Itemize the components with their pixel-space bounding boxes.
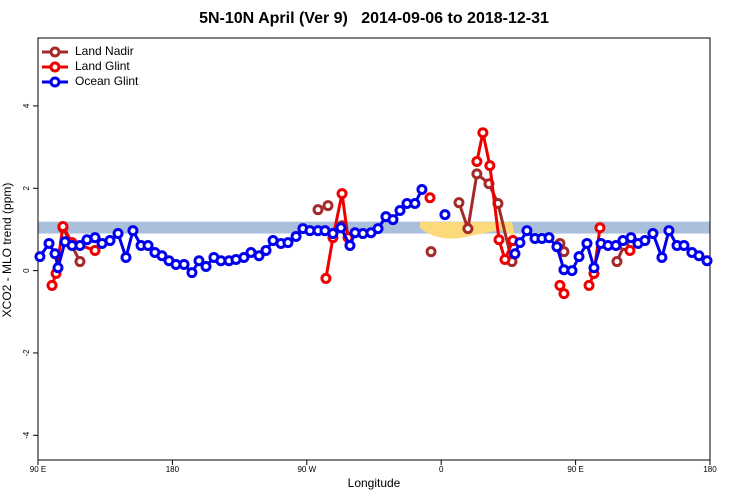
data-point	[521, 225, 533, 237]
data-point	[312, 204, 324, 216]
data-point	[484, 160, 496, 172]
x-axis-label: Longitude	[348, 476, 401, 490]
data-point	[394, 205, 406, 217]
legend-label: Ocean Glint	[75, 74, 139, 88]
data-point	[320, 272, 332, 284]
data-point	[290, 230, 302, 242]
legend-label: Land Nadir	[75, 44, 134, 58]
data-point	[260, 244, 272, 256]
data-point	[156, 250, 168, 262]
data-point	[200, 260, 212, 272]
data-point	[647, 228, 659, 240]
data-point	[49, 248, 61, 260]
data-point	[493, 234, 505, 246]
data-point	[186, 267, 198, 279]
data-point	[471, 168, 483, 180]
data-point	[514, 237, 526, 249]
data-point	[558, 288, 570, 300]
data-point	[74, 256, 86, 268]
data-point	[477, 127, 489, 139]
data-point	[551, 241, 563, 253]
data-point	[581, 237, 593, 249]
data-point	[193, 255, 205, 267]
data-point	[43, 237, 55, 249]
x-tick-label: 0	[439, 465, 444, 474]
data-point	[112, 228, 124, 240]
data-point	[120, 251, 132, 263]
data-point	[543, 232, 555, 244]
y-tick-label: 2	[22, 185, 31, 190]
legend-marker	[49, 76, 61, 88]
data-point	[409, 198, 421, 210]
data-point	[424, 192, 436, 204]
data-point	[701, 255, 713, 267]
data-point	[327, 228, 339, 240]
data-point	[509, 248, 521, 260]
y-axis-label: XCO2 - MLO trend (ppm)	[0, 183, 14, 318]
legend-marker	[49, 46, 61, 58]
data-point	[573, 251, 585, 263]
legend-label: Land Glint	[75, 59, 130, 73]
data-point	[253, 250, 265, 262]
data-point	[322, 200, 334, 212]
data-point	[336, 188, 348, 200]
data-point	[594, 222, 606, 234]
data-point	[74, 240, 86, 252]
x-tick-label: 90 E	[567, 465, 583, 474]
data-point	[462, 223, 474, 235]
data-point	[656, 251, 668, 263]
x-tick-label: 90 W	[297, 465, 316, 474]
data-point	[693, 250, 705, 262]
data-point	[625, 232, 637, 244]
data-point	[52, 262, 64, 274]
x-tick-label: 180	[703, 465, 717, 474]
data-point	[611, 256, 623, 268]
y-tick-label: 0	[22, 268, 31, 273]
data-point	[639, 235, 651, 247]
y-tick-label: 4	[22, 103, 31, 108]
y-tick-label: -2	[22, 349, 31, 357]
data-point	[678, 240, 690, 252]
data-point	[439, 209, 451, 221]
data-point	[372, 223, 384, 235]
data-point	[387, 214, 399, 226]
data-point	[416, 184, 428, 196]
data-point	[583, 279, 595, 291]
data-point	[282, 237, 294, 249]
x-tick-label: 180	[166, 465, 180, 474]
plot-frame	[37, 37, 711, 461]
data-point	[344, 240, 356, 252]
data-point	[566, 265, 578, 277]
data-point	[453, 197, 465, 209]
data-point	[57, 221, 69, 233]
data-point	[610, 240, 622, 252]
data-point	[104, 235, 116, 247]
data-point	[554, 279, 566, 291]
data-point	[425, 246, 437, 258]
chart-title: 5N-10N April (Ver 9) 2014-09-06 to 2018-…	[199, 10, 549, 27]
data-point	[89, 232, 101, 244]
data-point	[624, 244, 636, 256]
data-point	[499, 253, 511, 265]
data-point	[471, 156, 483, 168]
data-point	[588, 262, 600, 274]
data-point	[46, 279, 58, 291]
data-point	[142, 240, 154, 252]
data-point	[127, 225, 139, 237]
data-point	[89, 244, 101, 256]
data-point	[335, 222, 347, 234]
legend-marker	[49, 61, 61, 73]
x-tick-label: 90 E	[30, 465, 46, 474]
data-point	[663, 225, 675, 237]
y-tick-label: -4	[22, 431, 31, 439]
data-point	[178, 258, 190, 270]
data-point	[34, 251, 46, 263]
data-point	[238, 251, 250, 263]
